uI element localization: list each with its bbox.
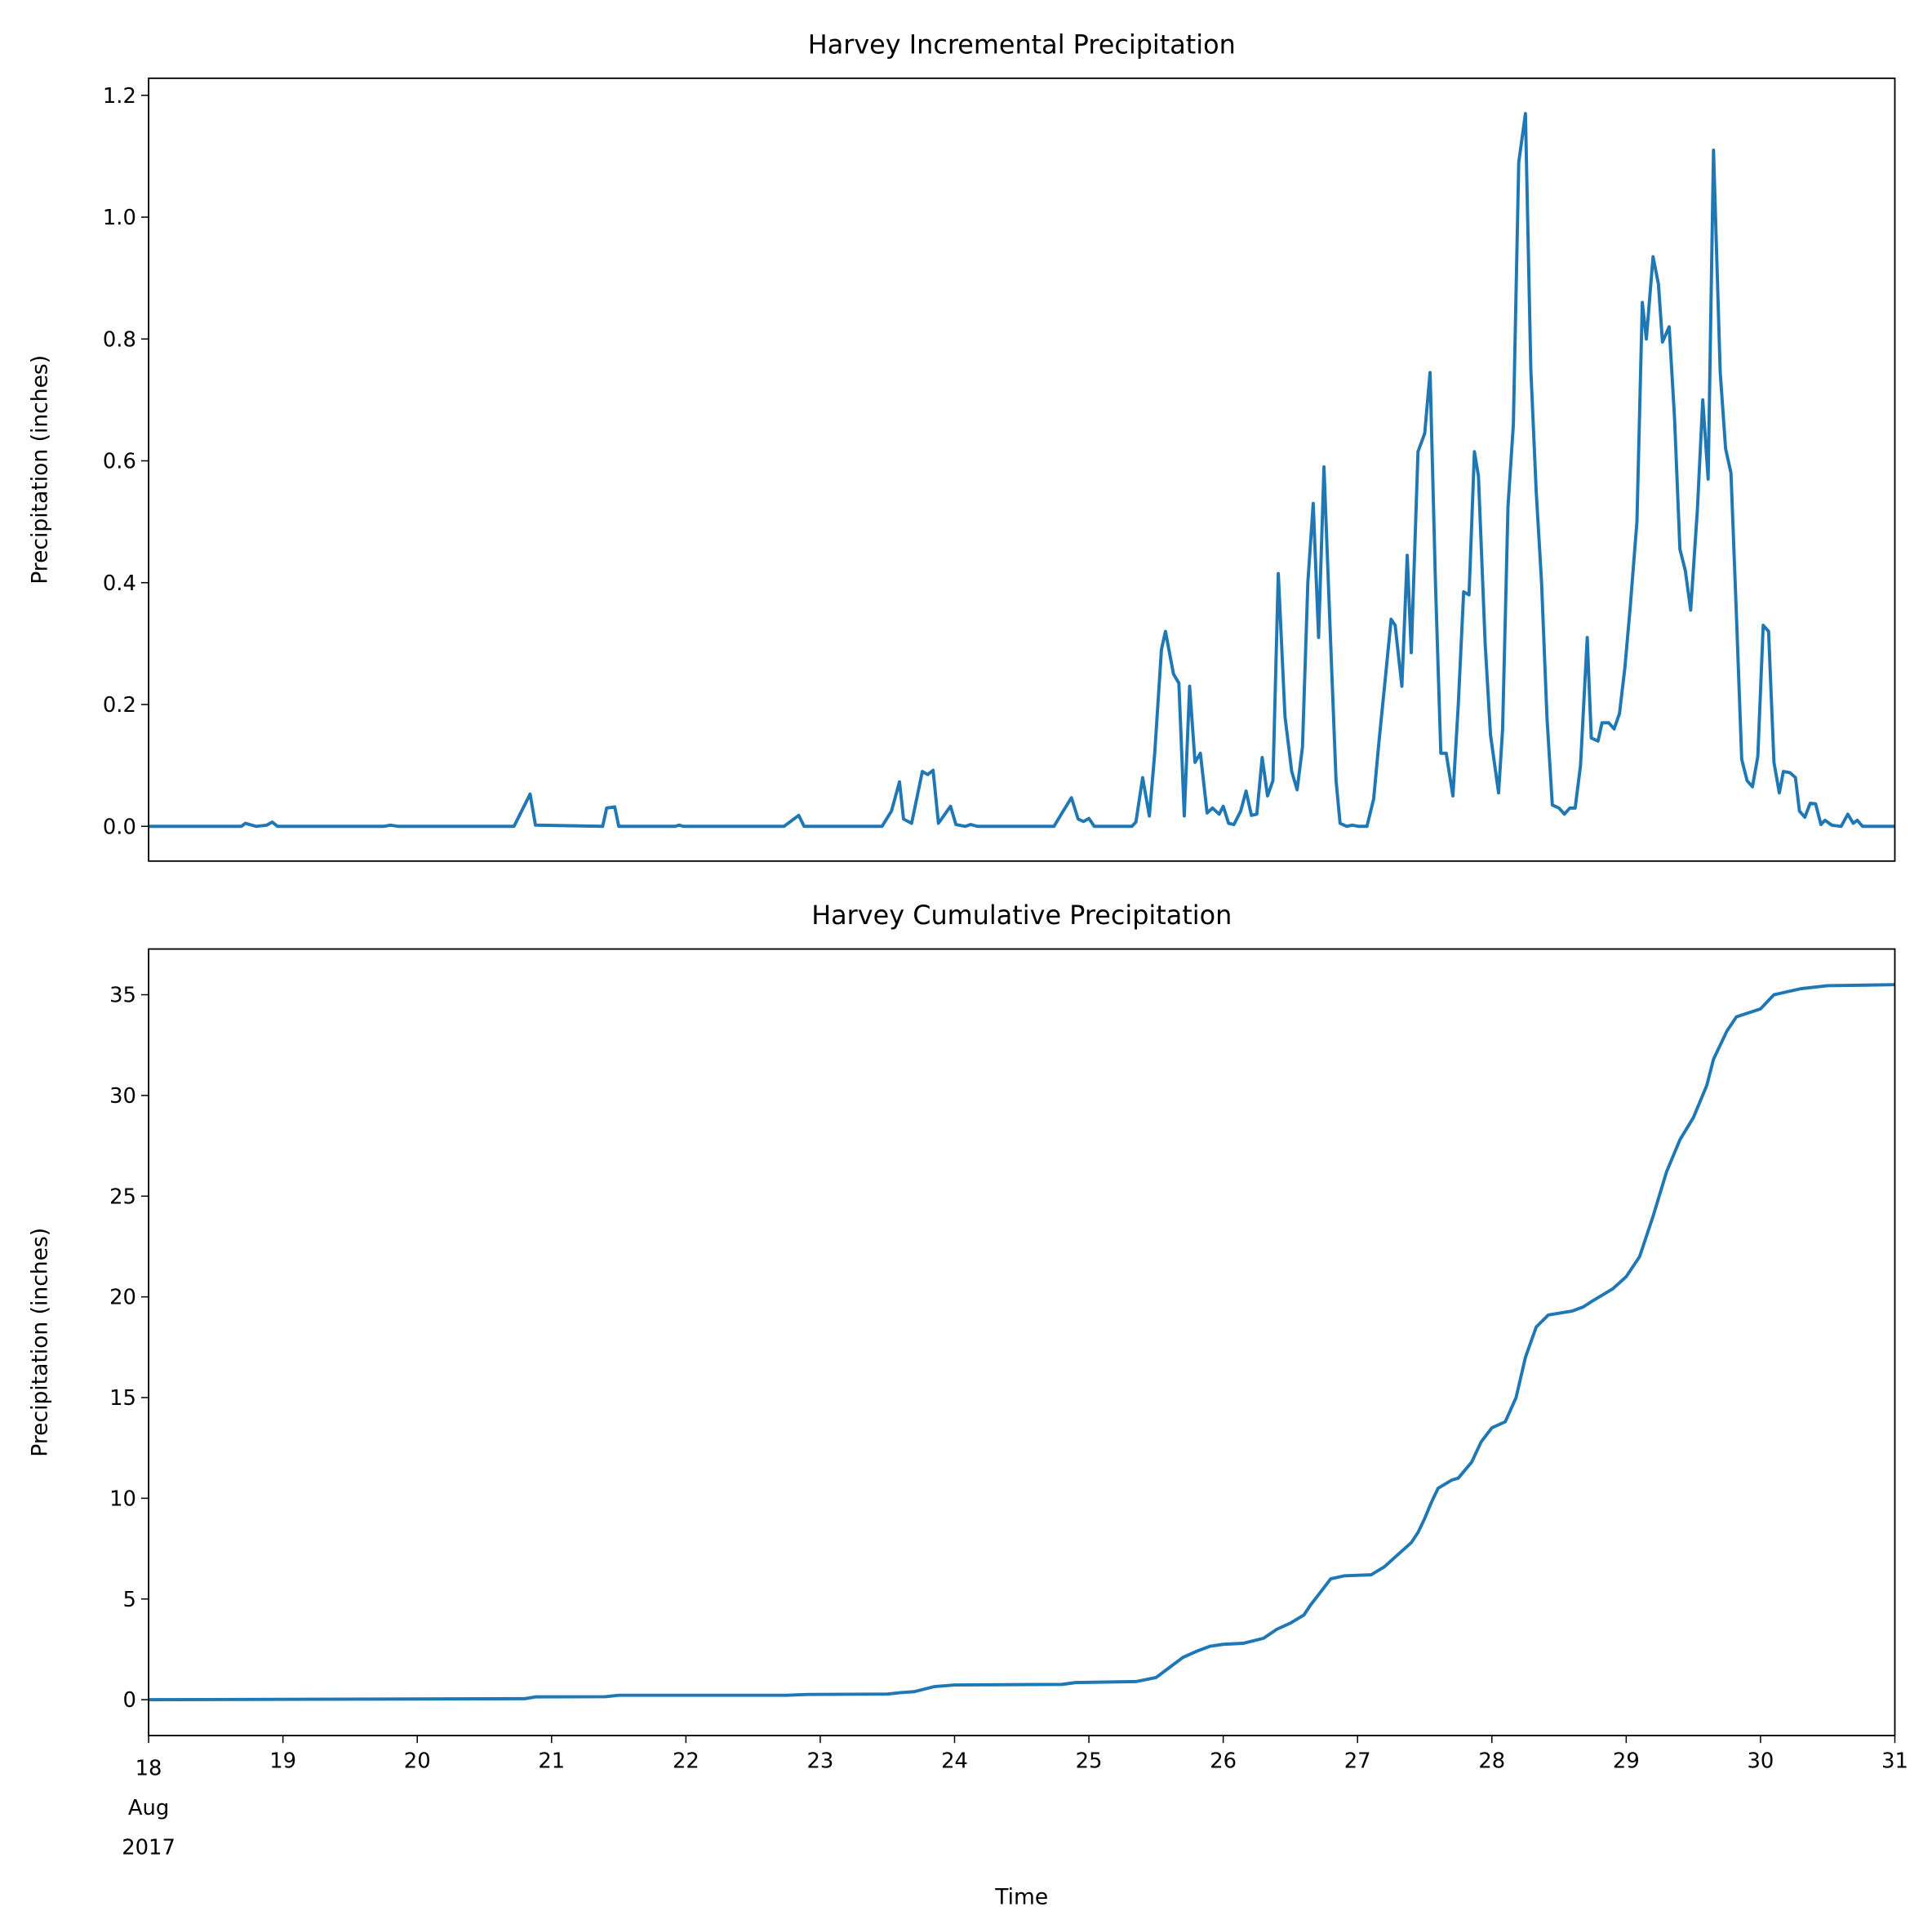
- y-tick-label: 0.6: [103, 450, 136, 474]
- y-tick-label: 15: [109, 1386, 136, 1411]
- y-tick-label: 0.8: [103, 327, 136, 352]
- y-axis-label: Precipitation (inches): [28, 1228, 53, 1457]
- x-tick-label: 26: [1210, 1749, 1237, 1773]
- x-tick-sublabel: 2017: [122, 1836, 175, 1860]
- y-tick-label: 0: [122, 1688, 135, 1713]
- y-tick-label: 20: [109, 1286, 136, 1310]
- y-tick-label: 30: [109, 1084, 136, 1109]
- chart-title: Harvey Cumulative Precipitation: [811, 900, 1232, 931]
- chart-title: Harvey Incremental Precipitation: [808, 29, 1236, 60]
- x-tick-label: 29: [1613, 1749, 1640, 1773]
- x-tick-label: 24: [941, 1749, 968, 1773]
- y-tick-label: 5: [122, 1588, 135, 1612]
- y-tick-label: 0.4: [103, 571, 136, 596]
- x-tick-label: 23: [807, 1749, 834, 1773]
- data-line: [149, 983, 1895, 1702]
- data-line: [149, 112, 1895, 829]
- y-tick-label: 1.0: [103, 206, 136, 230]
- x-tick-label: 18: [135, 1757, 162, 1781]
- x-tick-label: 19: [269, 1749, 296, 1773]
- x-tick-label: 22: [673, 1749, 700, 1773]
- axes-frame: [148, 948, 1896, 1736]
- y-tick-label: 25: [109, 1185, 136, 1209]
- x-tick-label: 31: [1881, 1749, 1908, 1773]
- y-tick-label: 1.2: [103, 84, 136, 109]
- x-tick-label: 20: [404, 1749, 431, 1773]
- x-tick-label: 28: [1478, 1749, 1505, 1773]
- x-tick-label: 25: [1076, 1749, 1103, 1773]
- y-tick-label: 0.0: [103, 815, 136, 839]
- y-axis-label: Precipitation (inches): [28, 355, 53, 584]
- x-tick-label: 21: [538, 1749, 565, 1773]
- x-tick-label: 30: [1748, 1749, 1774, 1773]
- x-tick-sublabel: Aug: [128, 1796, 169, 1820]
- y-tick-label: 10: [109, 1487, 136, 1511]
- x-axis-label: Time: [994, 1884, 1048, 1909]
- x-tick-label: 27: [1344, 1749, 1371, 1773]
- y-tick-label: 0.2: [103, 693, 136, 718]
- axes-frame: [148, 77, 1896, 862]
- y-tick-label: 35: [109, 984, 136, 1008]
